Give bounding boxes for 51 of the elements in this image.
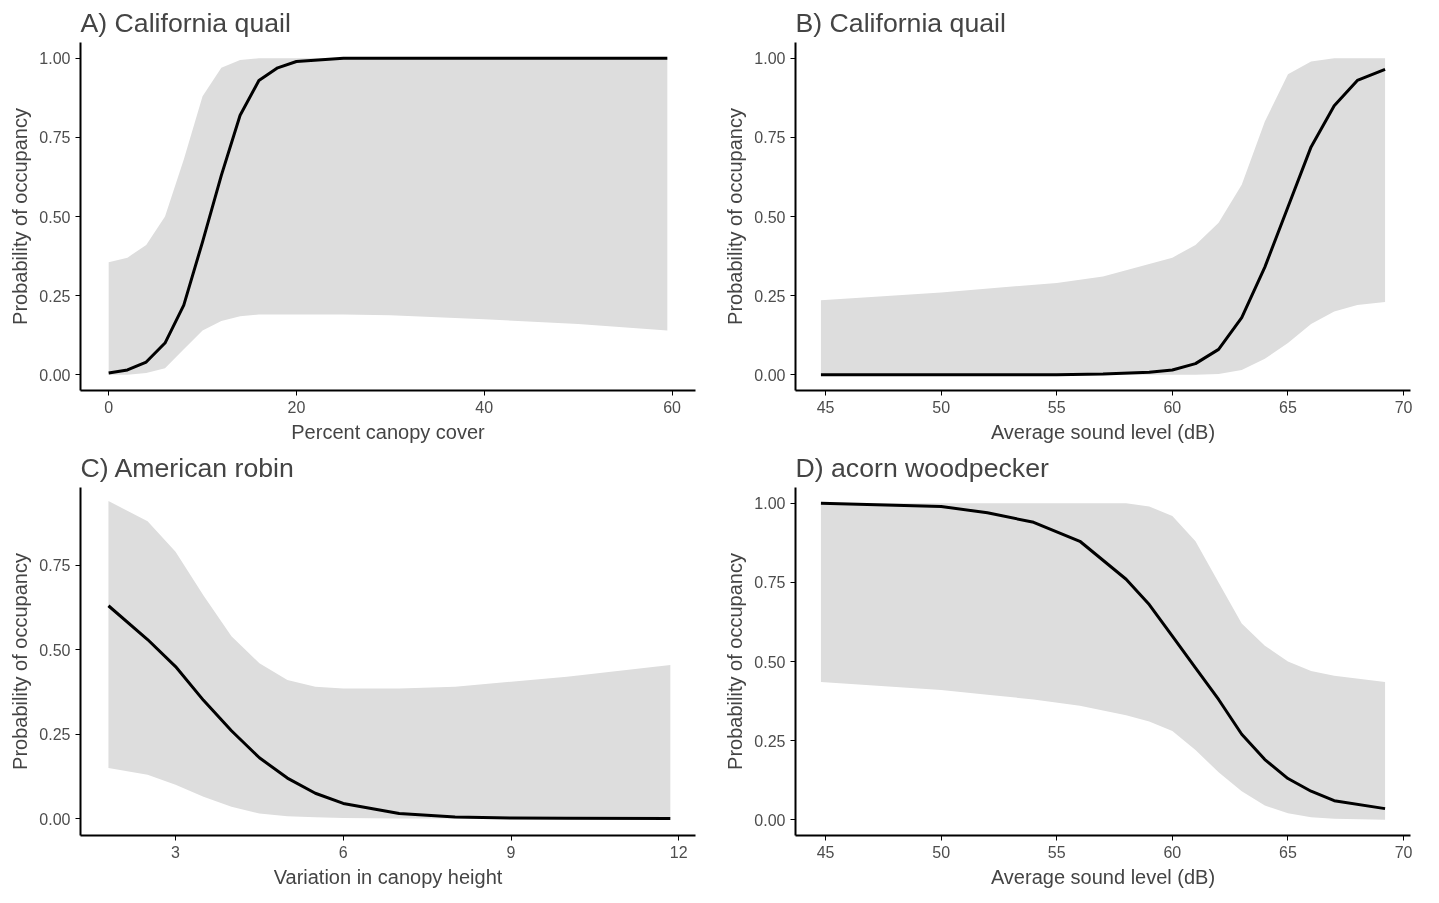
x-tick-label: 55 xyxy=(1047,843,1066,861)
x-tick-label: 20 xyxy=(287,398,306,416)
x-tick-label: 45 xyxy=(816,398,835,416)
x-tick-label: 12 xyxy=(669,843,688,861)
y-axis-title: Probability of occupancy xyxy=(9,553,32,770)
y-tick-label: 0.00 xyxy=(754,366,786,384)
x-tick-label: 45 xyxy=(816,843,835,861)
x-tick-label: 3 xyxy=(171,843,181,861)
y-tick-label: 0.25 xyxy=(39,287,71,305)
y-tick-label: 0.50 xyxy=(39,208,71,226)
y-tick-label: 1.00 xyxy=(39,50,71,68)
chart-title: A) California quail xyxy=(80,7,291,38)
y-tick-label: 0.50 xyxy=(754,653,786,671)
x-tick-label: 60 xyxy=(1163,843,1182,861)
y-tick-label: 0.25 xyxy=(754,732,786,750)
x-tick-label: 65 xyxy=(1279,398,1297,416)
chart-title: D) acorn woodpecker xyxy=(795,452,1049,483)
x-axis-title: Average sound level (dB) xyxy=(990,865,1216,888)
x-axis-title: Average sound level (dB) xyxy=(990,420,1216,443)
x-tick-label: 60 xyxy=(663,398,682,416)
y-tick-label: 1.00 xyxy=(754,50,786,68)
y-tick-label: 0.50 xyxy=(754,208,786,226)
x-tick-label: 0 xyxy=(104,398,114,416)
y-tick-label: 0.00 xyxy=(39,366,71,384)
y-tick-label: 0.75 xyxy=(39,129,71,147)
y-tick-label: 0.75 xyxy=(754,574,786,592)
x-tick-label: 65 xyxy=(1279,843,1297,861)
x-tick-label: 70 xyxy=(1394,398,1413,416)
x-tick-label: 40 xyxy=(475,398,494,416)
x-tick-label: 50 xyxy=(932,843,951,861)
y-tick-label: 0.75 xyxy=(39,557,71,575)
y-tick-label: 0.50 xyxy=(39,641,71,659)
y-tick-label: 0.25 xyxy=(754,287,786,305)
x-axis-title: Variation in canopy height xyxy=(273,865,503,888)
x-tick-label: 55 xyxy=(1047,398,1066,416)
y-axis-title: Probability of occupancy xyxy=(724,553,747,770)
y-tick-label: 0.75 xyxy=(754,129,786,147)
y-axis-title: Probability of occupancy xyxy=(9,108,32,325)
chart-title: C) American robin xyxy=(80,452,294,483)
y-tick-label: 1.00 xyxy=(754,495,786,513)
chart-title: B) California quail xyxy=(795,7,1006,38)
x-tick-label: 6 xyxy=(338,843,348,861)
x-tick-label: 50 xyxy=(932,398,951,416)
x-tick-label: 60 xyxy=(1163,398,1182,416)
y-tick-label: 0.00 xyxy=(754,811,786,829)
x-tick-label: 70 xyxy=(1394,843,1413,861)
x-axis-title: Percent canopy cover xyxy=(291,420,486,443)
x-tick-label: 9 xyxy=(506,843,516,861)
y-axis-title: Probability of occupancy xyxy=(724,108,747,325)
y-tick-label: 0.00 xyxy=(39,810,71,828)
y-tick-label: 0.25 xyxy=(39,726,71,744)
